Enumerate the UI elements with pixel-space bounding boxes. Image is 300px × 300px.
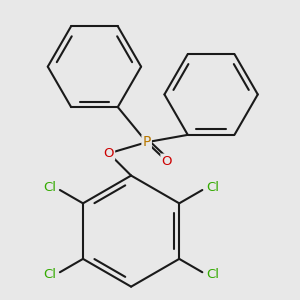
Text: Cl: Cl <box>206 181 219 194</box>
Text: Cl: Cl <box>43 268 56 281</box>
Text: O: O <box>161 154 172 168</box>
Text: Cl: Cl <box>43 181 56 194</box>
Text: Cl: Cl <box>206 268 219 281</box>
Text: O: O <box>103 147 114 160</box>
Text: P: P <box>142 135 151 149</box>
